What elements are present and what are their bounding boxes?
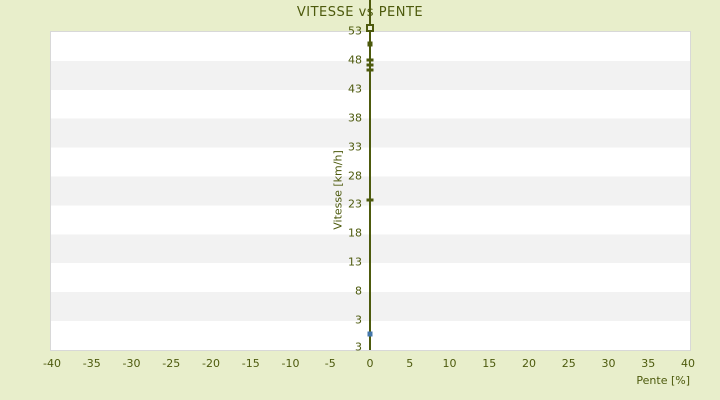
y-axis-title: Vitesse [km/h] [331, 150, 345, 230]
x-tick-label: 25 [561, 357, 576, 370]
y-tick-label: 38 [348, 111, 362, 125]
y-axis-line [369, 0, 371, 350]
x-tick-label: 40 [681, 357, 695, 370]
x-tick-label: -30 [122, 357, 141, 370]
chart-title: VITESSE vs PENTE [296, 5, 424, 20]
y-tick-label: 28 [348, 169, 362, 182]
data-point [366, 198, 374, 202]
x-axis-title: Pente [%] [636, 374, 690, 387]
x-tick-label: -40 [43, 357, 61, 370]
y-tick-label: 18 [348, 226, 362, 240]
x-tick-label: 15 [482, 357, 497, 370]
data-point [366, 24, 374, 33]
y-tick-label: 43 [348, 82, 362, 96]
x-tick-label: -10 [281, 357, 300, 370]
y-tick-label: 3 [355, 313, 362, 327]
y-tick-label: 53 [348, 24, 362, 38]
x-tick-label: 10 [442, 357, 457, 370]
x-tick-label: 0 [366, 357, 374, 370]
data-point [367, 41, 373, 47]
x-tick-label: 30 [601, 357, 616, 370]
x-tick-label: -20 [202, 357, 220, 370]
x-tick-label: -15 [241, 357, 260, 370]
data-point [366, 58, 374, 62]
y-tick-label: 48 [348, 53, 362, 67]
y-tick-label: 33 [348, 140, 362, 154]
x-tick-label: -5 [324, 357, 336, 370]
x-tick-label: 5 [406, 357, 414, 370]
data-point [367, 331, 373, 337]
y-tick-label: 13 [348, 255, 362, 269]
x-tick-label: -35 [82, 357, 101, 370]
x-tick-label: 20 [522, 357, 536, 370]
data-point [366, 68, 374, 72]
x-tick-label: 35 [641, 357, 656, 370]
y-tick-label: 3 [355, 340, 362, 354]
data-point [366, 63, 374, 67]
y-tick-label: 8 [355, 284, 362, 298]
x-tick-label: -25 [162, 357, 181, 370]
y-tick-label: 23 [348, 197, 362, 211]
